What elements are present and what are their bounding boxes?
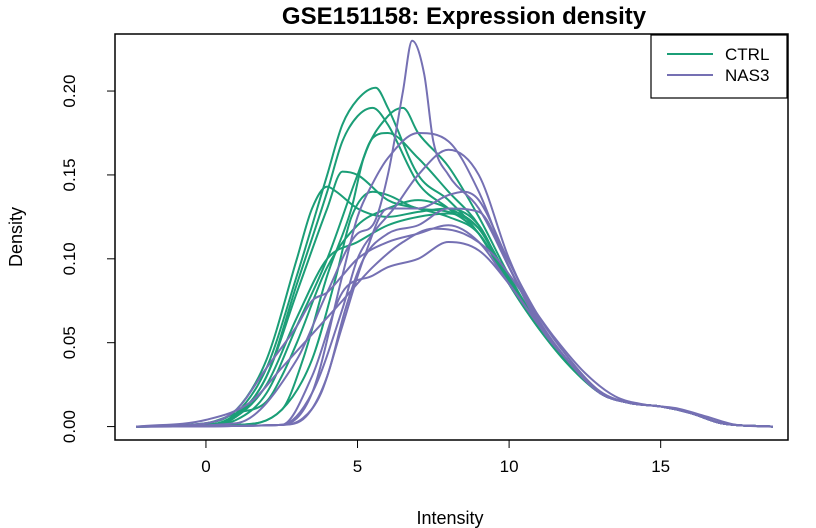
y-tick-label: 0.00 xyxy=(60,410,79,443)
density-curves xyxy=(136,39,773,428)
density-line-nas3-17 xyxy=(136,227,773,428)
density-line-ctrl-1 xyxy=(136,86,773,428)
x-tick-label: 0 xyxy=(201,457,210,476)
x-axis-label: Intensity xyxy=(416,508,483,528)
y-tick-label: 0.10 xyxy=(60,242,79,275)
x-tick-label: 15 xyxy=(651,457,670,476)
legend-label-nas3: NAS3 xyxy=(725,66,769,85)
density-line-nas3-16 xyxy=(136,241,773,428)
chart-title: GSE151158: Expression density xyxy=(282,3,647,30)
density-line-nas3-12 xyxy=(136,224,773,428)
density-line-nas3-15 xyxy=(136,148,773,428)
x-tick-label: 5 xyxy=(353,457,362,476)
legend: CTRL NAS3 xyxy=(650,34,788,99)
density-line-ctrl-3 xyxy=(136,185,773,428)
x-tick-label: 10 xyxy=(500,457,519,476)
y-tick-label: 0.20 xyxy=(60,74,79,107)
legend-box xyxy=(650,34,788,99)
density-line-ctrl-8 xyxy=(136,106,773,428)
density-line-ctrl-2 xyxy=(136,106,773,428)
legend-label-ctrl: CTRL xyxy=(725,45,769,64)
y-axis-label: Density xyxy=(6,207,26,267)
density-line-ctrl-6 xyxy=(136,199,773,428)
x-axis: 0 5 10 15 xyxy=(201,439,670,476)
y-tick-label: 0.15 xyxy=(60,158,79,191)
density-line-nas3-14 xyxy=(136,207,773,428)
y-axis: 0.00 0.05 0.10 0.15 0.20 xyxy=(60,74,116,443)
y-tick-label: 0.05 xyxy=(60,326,79,359)
density-line-ctrl-7 xyxy=(136,212,773,428)
